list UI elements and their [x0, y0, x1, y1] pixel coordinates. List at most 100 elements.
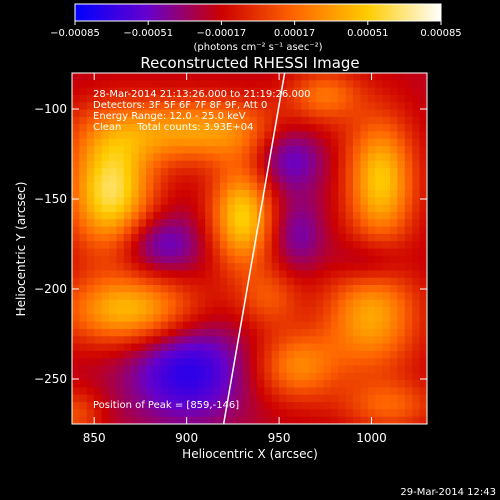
heatmap-cell — [390, 146, 399, 155]
heatmap-cell — [108, 248, 117, 257]
heatmap-cell — [360, 321, 369, 330]
heatmap-cell — [264, 109, 273, 118]
heatmap-cell — [72, 350, 80, 359]
heatmap-cell — [338, 160, 347, 169]
heatmap-cell — [242, 263, 251, 272]
heatmap-cell — [123, 175, 132, 184]
heatmap-cell — [308, 285, 317, 293]
heatmap-cell — [382, 80, 391, 89]
heatmap-cell — [330, 263, 339, 272]
heatmap-cell — [338, 182, 347, 191]
heatmap-cell — [212, 204, 221, 213]
heatmap-cell — [79, 299, 88, 308]
heatmap-cell — [182, 372, 191, 381]
heatmap-cell — [286, 328, 295, 337]
heatmap-cell — [286, 248, 295, 257]
heatmap-cell — [293, 358, 302, 367]
heatmap-cell — [338, 94, 347, 103]
heatmap-cell — [94, 307, 103, 315]
heatmap-cell — [256, 219, 265, 228]
heatmap-cell — [101, 350, 110, 359]
heatmap-cell — [249, 190, 258, 198]
heatmap-cell — [79, 94, 88, 103]
heatmap-cell — [86, 73, 95, 81]
heatmap-cell — [190, 233, 199, 242]
heatmap-cell — [279, 372, 288, 381]
heatmap-cell — [397, 328, 406, 337]
heatmap-cell — [316, 394, 325, 403]
heatmap-cell — [375, 263, 384, 272]
heatmap-cell — [330, 146, 339, 155]
heatmap-cell — [345, 146, 354, 155]
heatmap-cell — [412, 358, 421, 367]
heatmap-cell — [256, 328, 265, 337]
heatmap-cell — [264, 394, 273, 403]
heatmap-cell — [145, 182, 154, 191]
heatmap-cell — [264, 197, 273, 206]
heatmap-cell — [419, 116, 427, 125]
heatmap-cell — [94, 182, 103, 191]
heatmap-cell — [360, 138, 369, 147]
heatmap-cell — [108, 285, 117, 293]
heatmap-cell — [153, 204, 162, 213]
heatmap-cell — [397, 409, 406, 418]
heatmap-cell — [212, 285, 221, 293]
heatmap-cell — [404, 416, 413, 424]
x-tick-label: 850 — [83, 431, 106, 445]
heatmap-cell — [397, 387, 406, 396]
plot-area: 850 900 950 1000−100−150−200−250 — [34, 72, 428, 445]
heatmap-cell — [360, 328, 369, 337]
heatmap-cell — [234, 146, 243, 155]
heatmap-cell — [145, 131, 154, 140]
heatmap-cell — [123, 190, 132, 198]
heatmap-cell — [279, 263, 288, 272]
heatmap-cell — [227, 336, 236, 345]
heatmap-cell — [367, 153, 376, 162]
heatmap-cell — [375, 358, 384, 367]
heatmap-cell — [264, 87, 273, 96]
heatmap-cell — [242, 380, 251, 389]
heatmap-cell — [264, 285, 273, 293]
heatmap-cell — [219, 116, 228, 125]
heatmap-cell — [212, 255, 221, 264]
heatmap-cell — [397, 248, 406, 257]
heatmap-cell — [249, 380, 258, 389]
heatmap-cell — [116, 321, 125, 330]
heatmap-cell — [279, 211, 288, 220]
heatmap-cell — [153, 109, 162, 118]
heatmap-cell — [264, 365, 273, 374]
heatmap-cell — [412, 124, 421, 133]
heatmap-cell — [286, 146, 295, 155]
heatmap-cell — [101, 402, 110, 410]
x-tick-label: 950 — [268, 431, 291, 445]
heatmap-cell — [138, 248, 147, 257]
heatmap-cell — [345, 358, 354, 367]
plot-frame — [71, 72, 428, 425]
heatmap-cell — [160, 226, 169, 235]
heatmap-cell — [212, 328, 221, 337]
x-tick-label: 1000 — [356, 431, 387, 445]
heatmap-cell — [131, 328, 140, 337]
heatmap-cell — [94, 80, 103, 89]
heatmap-cell — [153, 94, 162, 103]
heatmap-cell — [390, 182, 399, 191]
heatmap-cell — [279, 394, 288, 403]
heatmap-cell — [323, 387, 332, 396]
heatmap-cell — [330, 226, 339, 235]
heatmap-cell — [382, 109, 391, 118]
heatmap-cell — [86, 153, 95, 162]
heatmap-cell — [316, 416, 325, 424]
heatmap-cell — [419, 87, 427, 96]
heatmap-cell — [116, 380, 125, 389]
heatmap-cell — [131, 314, 140, 323]
annotation-energy-range: Energy Range: 12.0 - 25.0 keV — [93, 111, 246, 122]
heatmap-cell — [338, 241, 347, 250]
heatmap-cell — [404, 328, 413, 337]
heatmap-cell — [323, 160, 332, 169]
heatmap-cell — [382, 153, 391, 162]
heatmap-cell — [330, 241, 339, 250]
y-axis-label: Heliocentric Y (arcsec) — [14, 182, 28, 317]
heatmap-cell — [138, 321, 147, 330]
heatmap-cell — [153, 160, 162, 169]
heatmap-cell — [264, 387, 273, 396]
